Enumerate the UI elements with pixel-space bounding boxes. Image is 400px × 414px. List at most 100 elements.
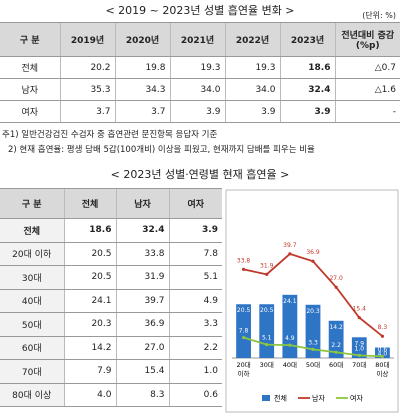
x-tick-label: 이상 bbox=[376, 369, 388, 378]
point bbox=[311, 259, 315, 263]
cell: 4.0 bbox=[63, 382, 116, 407]
note: 주1) 일반건강검진 수검자 중 흡연관련 문진항목 응답자 기준 bbox=[2, 130, 218, 140]
point-label: 3.3 bbox=[308, 339, 318, 346]
cell: 5.1 bbox=[168, 265, 222, 290]
header-cell: 2020년 bbox=[114, 22, 170, 57]
cell: 20.5 bbox=[63, 241, 116, 266]
row: 전체 20.2 19.8 19.3 19.3 18.6 △0.7 bbox=[0, 56, 400, 79]
point-label: 39.7 bbox=[283, 242, 297, 249]
point bbox=[311, 347, 315, 351]
point bbox=[265, 272, 269, 276]
cell: 70대 bbox=[0, 359, 64, 384]
header-cell: 남자 bbox=[115, 188, 169, 219]
bar bbox=[236, 304, 251, 358]
bar-label: 20.5 bbox=[260, 307, 274, 314]
cell: 1.0 bbox=[168, 359, 222, 384]
cell: 3.9 bbox=[224, 100, 280, 123]
point-label: 0.6 bbox=[378, 346, 388, 353]
cell: 33.8 bbox=[115, 241, 169, 266]
cell: 3.7 bbox=[114, 100, 170, 123]
point bbox=[241, 335, 246, 340]
cell: 14.2 bbox=[63, 335, 116, 360]
legend-label: 전체 bbox=[274, 394, 287, 403]
point-label: 15.4 bbox=[353, 306, 367, 313]
cell: 7.9 bbox=[63, 359, 116, 384]
legend-swatch bbox=[262, 395, 270, 401]
bar bbox=[305, 304, 321, 358]
cell: 36.9 bbox=[115, 312, 169, 337]
point-label: 1.0 bbox=[355, 345, 365, 352]
row: 80대 이상 4.0 8.3 0.6 bbox=[0, 382, 222, 407]
x-tick-label: 80대 bbox=[375, 361, 389, 369]
x-tick-label: 70대 bbox=[352, 361, 366, 369]
row: 60대 14.2 27.0 2.2 bbox=[0, 335, 222, 360]
bar-label: 20.3 bbox=[306, 308, 320, 315]
row: 20대 이하 20.5 33.8 7.8 bbox=[0, 241, 222, 266]
bar-label: 14.2 bbox=[329, 324, 343, 331]
cell: - bbox=[334, 100, 400, 123]
cell: 0.6 bbox=[168, 382, 222, 407]
point bbox=[334, 285, 338, 289]
x-tick-label: 30대 bbox=[260, 361, 274, 369]
cell: 여자 bbox=[0, 100, 60, 123]
header-cell: 2021년 bbox=[169, 22, 225, 57]
point-label: 4.9 bbox=[285, 335, 295, 342]
cell: 전체 bbox=[0, 218, 64, 243]
note: 2) 현재 흡연율: 평생 담배 5갑(100개비) 이상을 피웠고, 현재까지… bbox=[8, 145, 315, 155]
header-cell: 구 분 bbox=[0, 188, 64, 219]
point bbox=[288, 343, 292, 347]
point-label: 31.9 bbox=[260, 262, 274, 269]
cell: 3.7 bbox=[59, 100, 115, 123]
legend-label: 여자 bbox=[350, 394, 363, 403]
point-label: 8.3 bbox=[378, 324, 388, 331]
bar-label: 7.9 bbox=[355, 340, 365, 347]
point bbox=[334, 350, 338, 354]
point-label: 27.0 bbox=[329, 275, 343, 282]
header-cell: 2023년 bbox=[279, 22, 335, 57]
title2: < 2023년 성별·연령별 현재 흡연율 > bbox=[110, 168, 290, 181]
header-cell: 전년대비 증감(%p) bbox=[334, 22, 400, 57]
bar bbox=[282, 294, 298, 358]
unit: (단위: %) bbox=[362, 11, 396, 20]
bar-label: 4.0 bbox=[378, 351, 388, 358]
row: 70대 7.9 15.4 1.0 bbox=[0, 359, 222, 384]
title: < 2019 ~ 2023년 성별 흡연율 변화 > bbox=[105, 4, 295, 17]
point-label: 5.1 bbox=[262, 335, 272, 342]
point bbox=[357, 316, 361, 320]
cell: 3.9 bbox=[279, 100, 335, 123]
point-label: 33.8 bbox=[237, 257, 251, 264]
cell: 31.9 bbox=[115, 265, 169, 290]
table1: 구 분 2019년 2020년 2021년 2022년 2023년 전년대비 증감(%p) 전… bbox=[0, 22, 400, 123]
bar bbox=[328, 320, 344, 358]
point-label: 2.2 bbox=[331, 342, 341, 349]
x-tick-label: 60대 bbox=[329, 361, 343, 369]
table2: 구 분 전체 남자 여자 전체 18.6 32.4 3.9 20대 이하 20.5 33.8 7.8 3… bbox=[0, 188, 222, 407]
point bbox=[380, 354, 385, 359]
x-tick-label: 50대 bbox=[306, 361, 320, 369]
cell: 39.7 bbox=[115, 288, 169, 313]
cell: 20.3 bbox=[63, 312, 116, 337]
cell: 20.5 bbox=[63, 265, 116, 290]
x-tick-label: 40대 bbox=[283, 361, 297, 369]
point bbox=[241, 267, 246, 271]
chart-frame bbox=[225, 189, 399, 413]
row: 30대 20.5 31.9 5.1 bbox=[0, 265, 222, 290]
cell: 15.4 bbox=[115, 359, 169, 384]
cell: 4.9 bbox=[168, 288, 222, 313]
cell: 8.3 bbox=[115, 382, 169, 407]
cell: 30대 bbox=[0, 265, 64, 290]
bar-label: 24.1 bbox=[283, 298, 297, 305]
bar-label: 20.5 bbox=[237, 307, 251, 314]
point bbox=[380, 334, 385, 338]
bar bbox=[375, 347, 390, 358]
cell: 3.3 bbox=[168, 312, 222, 337]
point-label: 36.9 bbox=[306, 249, 320, 256]
header-cell: 전체 bbox=[63, 188, 116, 219]
header-cell: 여자 bbox=[168, 188, 222, 219]
cell: 80대 이상 bbox=[0, 382, 64, 407]
cell: 40대 bbox=[0, 288, 64, 313]
cell: 60대 bbox=[0, 335, 64, 360]
cell: 32.4 bbox=[115, 218, 169, 243]
